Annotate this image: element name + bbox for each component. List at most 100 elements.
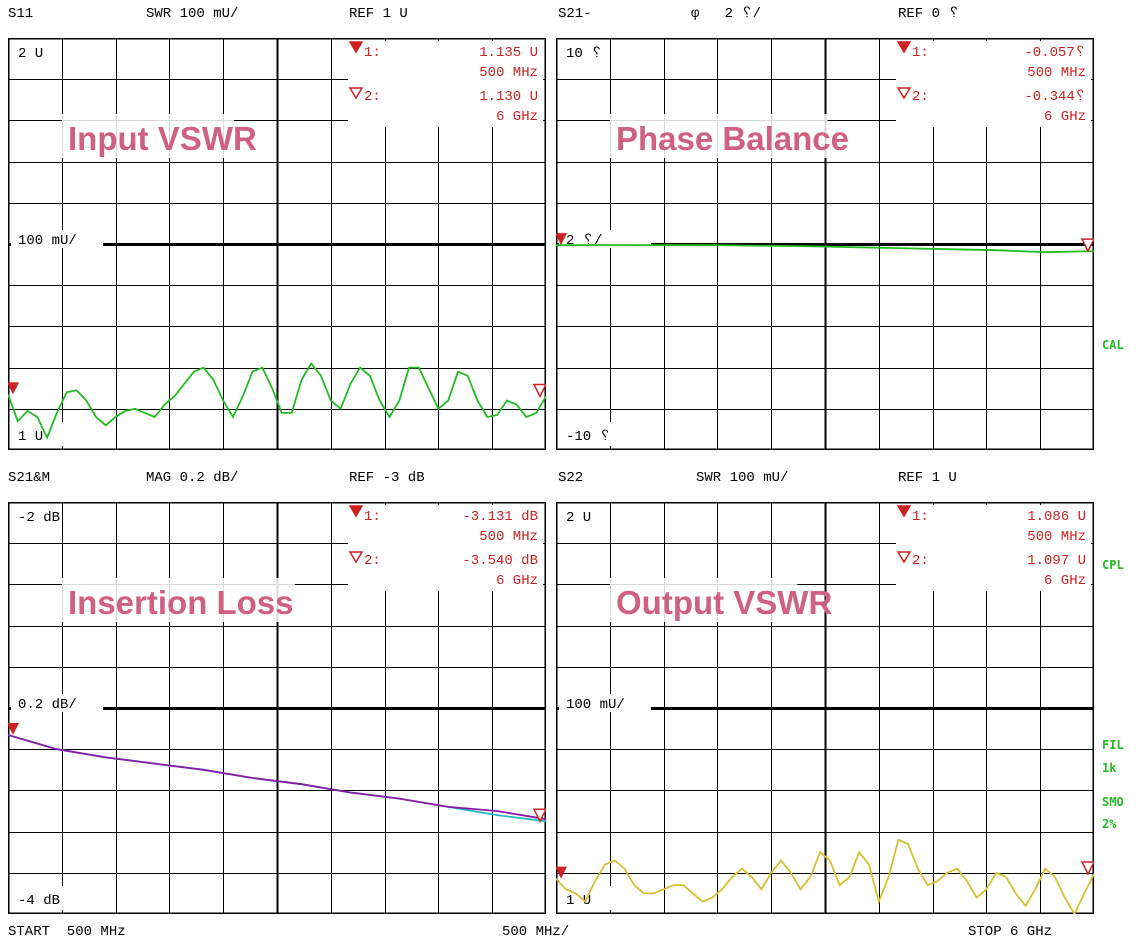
- axis-ref-bg: [559, 230, 651, 248]
- axis-ref-label: 2 ␦/: [566, 233, 602, 249]
- axis-top-bg: [11, 41, 59, 63]
- marker-1-frequency: 500 MHz: [1027, 65, 1086, 81]
- axis-bottom-label: -4 dB: [18, 893, 60, 909]
- axis-top-label: 2 U: [566, 510, 591, 526]
- trace-marker-1: [556, 233, 567, 246]
- axis-bottom-bg: [11, 886, 67, 910]
- marker-1-label: 1:: [364, 509, 381, 525]
- phase-balance-panel: 10 ␦ 2 ␦/ -10 ␦ 1: -0.057␦ 500 MHz 2: -0.344␦ 6 …: [556, 38, 1094, 450]
- trace-marker-2: [532, 808, 546, 823]
- axis-top-bg: [11, 505, 59, 527]
- span-per-division: 500 MHz/: [502, 924, 570, 940]
- smo-value: 2%: [1102, 817, 1117, 831]
- trace-marker-2: [1080, 238, 1094, 253]
- marker-1-value: -0.057␦: [1024, 45, 1086, 61]
- s11-ref: REF 1 U: [349, 6, 408, 22]
- marker-1-value: 1.086 U: [1027, 509, 1086, 525]
- marker-2-frequency: 6 GHz: [496, 109, 538, 125]
- marker-2-label: 2:: [364, 89, 381, 105]
- input-vswr-panel: 2 U 100 mU/1 U 1: 1.135 U 500 MHz 2: 1.130 U 6 …: [8, 38, 546, 450]
- title-bg: [62, 578, 295, 622]
- marker-2-value: 1.097 U: [1027, 553, 1086, 569]
- axis-ref-label: 100 mU/: [566, 697, 625, 713]
- s11-param: S11: [8, 6, 34, 22]
- trace-marker-2: [1080, 861, 1094, 876]
- trace-series-1: [556, 838, 1094, 914]
- panel-title: Phase Balance: [616, 120, 849, 157]
- panel-title: Input VSWR: [68, 120, 257, 157]
- trace-series-1: [8, 361, 546, 440]
- marker-readout-bg: [896, 41, 1091, 127]
- panel-title: Output VSWR: [616, 584, 832, 621]
- marker-2-value: -3.540 dB: [462, 553, 538, 569]
- s22-scale: SWR 100 mU/: [696, 470, 789, 486]
- marker-1-value: 1.135 U: [479, 45, 538, 61]
- title-bg: [610, 578, 798, 622]
- marker-readout-bg: [348, 505, 543, 591]
- panel-title: Insertion Loss: [68, 584, 294, 621]
- cpl-indicator: CPL: [1102, 558, 1124, 572]
- axis-top-label: 2 U: [18, 46, 43, 62]
- s21p-param: S21-: [558, 6, 592, 22]
- stop-frequency: STOP 6 GHz: [968, 924, 1053, 940]
- marker-1-frequency: 500 MHz: [479, 529, 538, 545]
- axis-top-bg: [559, 41, 607, 63]
- marker-1-symbol: [896, 505, 912, 518]
- marker-1-value: -3.131 dB: [462, 509, 538, 525]
- marker-2-value: -0.344␦: [1024, 89, 1086, 105]
- marker-1-symbol: [348, 41, 364, 54]
- marker-2-label: 2:: [364, 553, 381, 569]
- trace-marker-1: [8, 382, 19, 395]
- fil-indicator: FIL: [1102, 738, 1124, 752]
- trace-series-2: [8, 734, 546, 821]
- marker-2-frequency: 6 GHz: [1044, 109, 1086, 125]
- axis-bottom-bg: [11, 422, 67, 446]
- axis-bottom-bg: [559, 422, 615, 446]
- trace-marker-1: [8, 722, 19, 735]
- output-vswr-panel: 2 U 100 mU/1 U 1: 1.086 U 500 MHz 2: 1.097 U 6 …: [556, 502, 1094, 914]
- axis-ref-bg: [559, 694, 651, 712]
- marker-1-symbol: [348, 505, 364, 518]
- smo-indicator: SMO: [1102, 795, 1124, 809]
- marker-1-label: 1:: [364, 45, 381, 61]
- axis-top-label: -2 dB: [18, 510, 60, 526]
- marker-readout-bg: [348, 41, 543, 127]
- axis-bottom-label: 1 U: [566, 893, 591, 909]
- s11-scale: SWR 100 mU/: [146, 6, 239, 22]
- axis-ref-label: 100 mU/: [18, 233, 77, 249]
- marker-1-frequency: 500 MHz: [1027, 529, 1086, 545]
- s22-ref: REF 1 U: [898, 470, 957, 486]
- axis-ref-bg: [11, 694, 103, 712]
- trace-marker-2: [532, 383, 546, 399]
- trace-marker-1: [556, 866, 567, 879]
- s21p-scale: φ 2 ␦/: [691, 6, 762, 22]
- title-bg: [610, 114, 828, 158]
- marker-2-symbol: [896, 87, 912, 100]
- s21m-scale: MAG 0.2 dB/: [146, 470, 239, 486]
- s21p-ref: REF 0 ␦: [898, 6, 960, 22]
- s22-param: S22: [558, 470, 584, 486]
- title-bg: [62, 114, 234, 158]
- start-frequency: START 500 MHz: [8, 924, 126, 940]
- marker-2-symbol: [896, 551, 912, 564]
- marker-2-symbol: [348, 87, 364, 100]
- axis-ref-bg: [11, 230, 103, 248]
- marker-1-symbol: [896, 41, 912, 54]
- insertion-loss-panel: -2 dB 0.2 dB/ -4 dB 1: -3.131 dB 500 MHz 2: -3.…: [8, 502, 546, 914]
- marker-2-frequency: 6 GHz: [1044, 573, 1086, 589]
- cal-indicator: CAL: [1102, 338, 1124, 352]
- axis-top-label: 10 ␦: [566, 46, 602, 62]
- marker-1-label: 1:: [912, 45, 929, 61]
- axis-bottom-label: -10 ␦: [566, 429, 611, 445]
- axis-ref-label: 0.2 dB/: [18, 697, 77, 713]
- marker-readout-bg: [896, 505, 1091, 591]
- trace-series-1: [556, 244, 1094, 254]
- marker-1-label: 1:: [912, 509, 929, 525]
- axis-top-bg: [559, 505, 607, 527]
- marker-1-frequency: 500 MHz: [479, 65, 538, 81]
- marker-2-value: 1.130 U: [479, 89, 538, 105]
- fil-value: 1k: [1102, 761, 1117, 775]
- marker-2-symbol: [348, 551, 364, 564]
- axis-bottom-label: 1 U: [18, 429, 43, 445]
